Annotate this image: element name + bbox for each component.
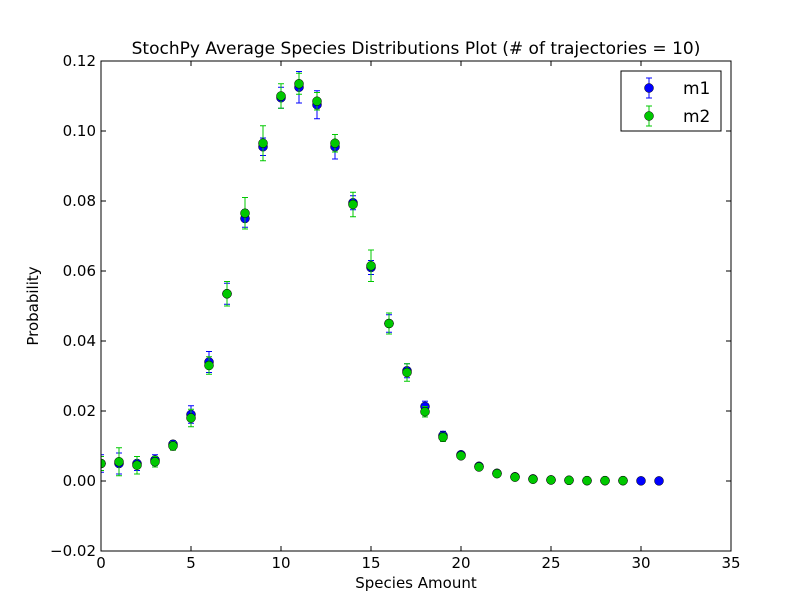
x-tick-label: 30 [631, 554, 650, 572]
y-tick-label: 0.06 [63, 262, 96, 280]
legend-box [620, 70, 722, 132]
data-point-m2 [330, 138, 340, 148]
series-m2 [101, 72, 628, 486]
data-point-m2 [168, 441, 178, 451]
data-point-m2 [294, 79, 304, 89]
data-point-m2 [222, 289, 232, 299]
plot-area [101, 71, 664, 486]
y-tick-label: 0.10 [63, 122, 96, 140]
data-point-m2 [492, 468, 502, 479]
data-point-m2 [312, 96, 322, 106]
data-point-m2 [276, 91, 286, 101]
data-point-m2 [366, 261, 376, 271]
x-tick-label: 15 [361, 554, 380, 572]
data-point-m2 [546, 475, 556, 485]
data-point-m1 [636, 476, 646, 486]
x-tick-label: 20 [451, 554, 470, 572]
chart-title: StochPy Average Species Distributions Pl… [132, 39, 701, 59]
x-tick-label: 35 [721, 554, 740, 572]
x-tick-label: 5 [186, 554, 196, 572]
data-point-m2 [474, 462, 484, 472]
legend-label: m1 [683, 79, 710, 99]
y-tick-label: 0.00 [63, 472, 96, 490]
data-point-m2 [600, 475, 610, 486]
x-tick-label: 10 [271, 554, 290, 572]
data-point-m2 [564, 475, 574, 486]
y-tick-label: 0.02 [63, 402, 96, 420]
data-point-m2 [528, 474, 538, 484]
plot-marks [101, 71, 664, 486]
y-tick-label: −0.02 [50, 542, 96, 560]
legend-item-m1: m1 [644, 77, 710, 99]
legend-item-m2: m2 [644, 105, 710, 127]
legend-label: m2 [683, 107, 710, 127]
legend-marker [644, 83, 654, 93]
y-tick-label: 0.04 [63, 332, 96, 350]
data-point-m2 [240, 208, 250, 218]
data-point-m2 [582, 475, 592, 486]
data-point-m2 [101, 458, 106, 469]
data-point-m2 [618, 475, 628, 486]
x-tick-label: 25 [541, 554, 560, 572]
x-tick-label: 0 [96, 554, 106, 572]
y-axis-label: Probability [24, 266, 42, 345]
data-point-m2 [456, 451, 466, 461]
data-point-m2 [114, 457, 124, 467]
x-axis-label: Species Amount [355, 574, 477, 592]
data-point-m2 [186, 413, 196, 423]
axis-ticks: 0 5 10 15 20 25 30 35 −0.02 0.00 0.02 0.04 0.06 0.08 0… [50, 52, 741, 572]
data-point-m2 [132, 460, 142, 470]
legend-marker [644, 111, 654, 121]
series-m1 [101, 71, 664, 486]
data-point-m1 [654, 476, 664, 486]
data-point-m2 [402, 367, 412, 378]
y-tick-label: 0.12 [63, 52, 96, 70]
data-point-m2 [258, 138, 268, 148]
data-point-m2 [510, 472, 520, 482]
data-point-m2 [204, 360, 214, 371]
y-tick-label: 0.08 [63, 192, 96, 210]
data-point-m2 [150, 457, 160, 467]
plot-frame [100, 60, 732, 552]
data-point-m2 [348, 199, 358, 210]
data-point-m2 [384, 318, 394, 329]
data-point-m2 [420, 406, 430, 417]
data-point-m2 [438, 432, 448, 442]
